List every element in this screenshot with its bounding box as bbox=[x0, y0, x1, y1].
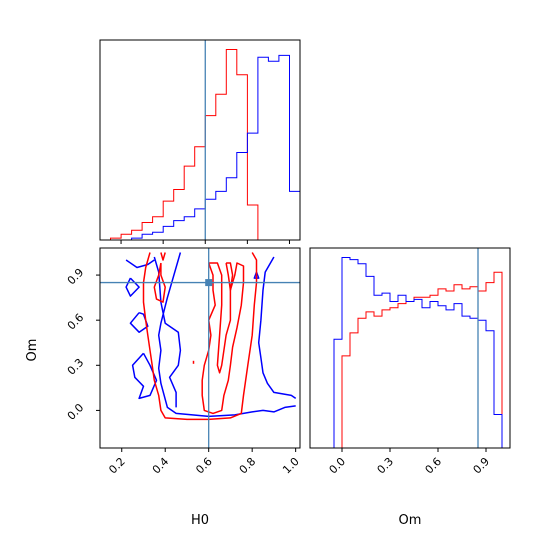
panel-histogram-om: 0.0 0.3 0.6 0.9 bbox=[309, 247, 511, 477]
histogram-series-blue bbox=[100, 54, 300, 240]
contour-blue-1 bbox=[125, 259, 155, 269]
contour-blue-6 bbox=[257, 256, 297, 400]
y-tick-label: 0.0 bbox=[65, 401, 87, 423]
x-axis-label-h0: H0 bbox=[191, 513, 209, 528]
contour-red-5 bbox=[160, 252, 166, 261]
y-axis-label-om: Om bbox=[25, 339, 40, 362]
x-tick-label: 0.0 bbox=[327, 455, 349, 477]
contour-blue-2 bbox=[125, 277, 140, 297]
x-tick-label: 1.0 bbox=[280, 455, 302, 477]
contour-red-3 bbox=[225, 262, 234, 291]
x-tick-label: 0.6 bbox=[193, 455, 215, 477]
y-tick-label: 0.6 bbox=[65, 311, 87, 333]
x-tick-label: 0.4 bbox=[150, 455, 172, 477]
contour-red-0 bbox=[142, 252, 258, 421]
y-tick-label: 0.3 bbox=[65, 356, 87, 378]
contour-blue-4 bbox=[131, 352, 158, 400]
x-axis-label-om: Om bbox=[399, 513, 422, 528]
histogram-series-red bbox=[100, 49, 269, 240]
panel-frame-hist-H0 bbox=[99, 39, 301, 241]
x-tick-label: 0.6 bbox=[423, 455, 445, 477]
contour-blue-5 bbox=[153, 256, 182, 408]
contour-red-2 bbox=[201, 262, 245, 415]
contour-red-1 bbox=[153, 262, 166, 303]
panel-frame-hist-Om bbox=[309, 247, 511, 449]
panel-contour-h0-om: 0.0 0.3 0.6 0.9 0.2 0.4 0.6 0.8 1.0 bbox=[65, 247, 302, 477]
x-tick-label: 0.9 bbox=[471, 455, 493, 477]
y-tick-label: 0.9 bbox=[65, 266, 87, 288]
x-tick-label: 0.8 bbox=[237, 455, 259, 477]
contour-blue-3 bbox=[129, 311, 149, 333]
panel-histogram-h0 bbox=[99, 39, 301, 244]
x-tick-label: 0.3 bbox=[375, 455, 397, 477]
panel-frame-contour-H0-Om bbox=[99, 247, 301, 449]
truth-marker bbox=[205, 279, 213, 287]
histogram-series-blue bbox=[333, 257, 503, 448]
x-tick-label: 0.2 bbox=[106, 455, 128, 477]
